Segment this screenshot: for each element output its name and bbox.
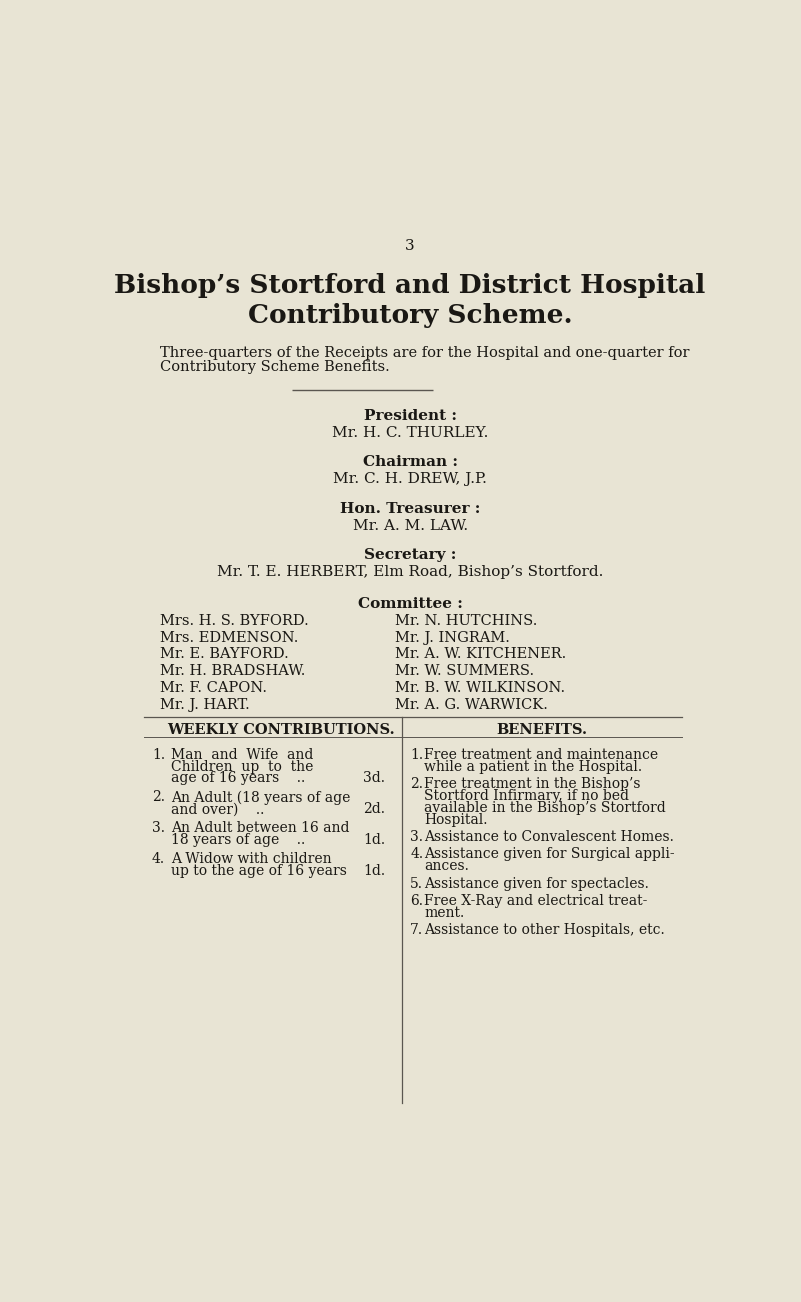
Text: Assistance given for spectacles.: Assistance given for spectacles. bbox=[424, 876, 649, 891]
Text: Mr. C. H. DREW, J.P.: Mr. C. H. DREW, J.P. bbox=[333, 471, 487, 486]
Text: 1d.: 1d. bbox=[363, 833, 385, 848]
Text: 5.: 5. bbox=[410, 876, 423, 891]
Text: BENEFITS.: BENEFITS. bbox=[497, 723, 588, 737]
Text: Mr. B. W. WILKINSON.: Mr. B. W. WILKINSON. bbox=[395, 681, 565, 695]
Text: age of 16 years    ..: age of 16 years .. bbox=[171, 772, 305, 785]
Text: Stortford Infirmary, if no bed: Stortford Infirmary, if no bed bbox=[424, 789, 629, 803]
Text: Mr. A. G. WARWICK.: Mr. A. G. WARWICK. bbox=[395, 698, 548, 712]
Text: Mr. J. INGRAM.: Mr. J. INGRAM. bbox=[395, 630, 509, 644]
Text: 4.: 4. bbox=[152, 852, 165, 866]
Text: 18 years of age    ..: 18 years of age .. bbox=[171, 833, 305, 848]
Text: 4.: 4. bbox=[410, 848, 423, 862]
Text: Mr. A. M. LAW.: Mr. A. M. LAW. bbox=[352, 519, 468, 533]
Text: 6.: 6. bbox=[410, 894, 423, 907]
Text: An Adult between 16 and: An Adult between 16 and bbox=[171, 822, 349, 835]
Text: Man  and  Wife  and: Man and Wife and bbox=[171, 747, 313, 762]
Text: 1d.: 1d. bbox=[363, 863, 385, 878]
Text: 2.: 2. bbox=[410, 777, 423, 790]
Text: Contributory Scheme.: Contributory Scheme. bbox=[248, 302, 573, 328]
Text: Assistance to Convalescent Homes.: Assistance to Convalescent Homes. bbox=[424, 829, 674, 844]
Text: 1.: 1. bbox=[152, 747, 165, 762]
Text: up to the age of 16 years: up to the age of 16 years bbox=[171, 863, 347, 878]
Text: Mr. F. CAPON.: Mr. F. CAPON. bbox=[160, 681, 267, 695]
Text: 3.: 3. bbox=[410, 829, 423, 844]
Text: President :: President : bbox=[364, 409, 457, 423]
Text: 3d.: 3d. bbox=[364, 772, 385, 785]
Text: Mr. E. BAYFORD.: Mr. E. BAYFORD. bbox=[160, 647, 288, 661]
Text: Hon. Treasurer :: Hon. Treasurer : bbox=[340, 503, 481, 516]
Text: Mrs. EDMENSON.: Mrs. EDMENSON. bbox=[160, 630, 298, 644]
Text: Mr. H. C. THURLEY.: Mr. H. C. THURLEY. bbox=[332, 426, 489, 440]
Text: 1.: 1. bbox=[410, 747, 423, 762]
Text: and over)    ..: and over) .. bbox=[171, 802, 264, 816]
Text: Secretary :: Secretary : bbox=[364, 548, 457, 562]
Text: 2d.: 2d. bbox=[364, 802, 385, 816]
Text: Committee :: Committee : bbox=[358, 596, 462, 611]
Text: 7.: 7. bbox=[410, 923, 423, 937]
Text: Free treatment in the Bishop’s: Free treatment in the Bishop’s bbox=[424, 777, 641, 790]
Text: ment.: ment. bbox=[424, 906, 465, 919]
Text: Mr. J. HART.: Mr. J. HART. bbox=[160, 698, 250, 712]
Text: Mr. A. W. KITCHENER.: Mr. A. W. KITCHENER. bbox=[395, 647, 566, 661]
Text: An Adult (18 years of age: An Adult (18 years of age bbox=[171, 790, 350, 805]
Text: Mrs. H. S. BYFORD.: Mrs. H. S. BYFORD. bbox=[160, 613, 308, 628]
Text: Free treatment and maintenance: Free treatment and maintenance bbox=[424, 747, 658, 762]
Text: Bishop’s Stortford and District Hospital: Bishop’s Stortford and District Hospital bbox=[115, 273, 706, 298]
Text: Assistance to other Hospitals, etc.: Assistance to other Hospitals, etc. bbox=[424, 923, 665, 937]
Text: Contributory Scheme Benefits.: Contributory Scheme Benefits. bbox=[160, 359, 389, 374]
Text: Three-quarters of the Receipts are for the Hospital and one-quarter for: Three-quarters of the Receipts are for t… bbox=[160, 345, 690, 359]
Text: Mr. T. E. HERBERT, Elm Road, Bishop’s Stortford.: Mr. T. E. HERBERT, Elm Road, Bishop’s St… bbox=[217, 565, 603, 579]
Text: Hospital.: Hospital. bbox=[424, 812, 488, 827]
Text: 2.: 2. bbox=[152, 790, 165, 805]
Text: WEEKLY CONTRIBUTIONS.: WEEKLY CONTRIBUTIONS. bbox=[167, 723, 395, 737]
Text: A Widow with children: A Widow with children bbox=[171, 852, 332, 866]
Text: available in the Bishop’s Stortford: available in the Bishop’s Stortford bbox=[424, 801, 666, 815]
Text: while a patient in the Hospital.: while a patient in the Hospital. bbox=[424, 759, 642, 773]
Text: Free X-Ray and electrical treat-: Free X-Ray and electrical treat- bbox=[424, 894, 647, 907]
Text: Mr. W. SUMMERS.: Mr. W. SUMMERS. bbox=[395, 664, 533, 678]
Text: Mr. H. BRADSHAW.: Mr. H. BRADSHAW. bbox=[160, 664, 305, 678]
Text: 3: 3 bbox=[405, 240, 415, 254]
Text: Chairman :: Chairman : bbox=[363, 454, 457, 469]
Text: Children  up  to  the: Children up to the bbox=[171, 759, 313, 773]
Text: Assistance given for Surgical appli-: Assistance given for Surgical appli- bbox=[424, 848, 674, 862]
Text: ances.: ances. bbox=[424, 859, 469, 874]
Text: Mr. N. HUTCHINS.: Mr. N. HUTCHINS. bbox=[395, 613, 537, 628]
Text: 3.: 3. bbox=[152, 822, 165, 835]
